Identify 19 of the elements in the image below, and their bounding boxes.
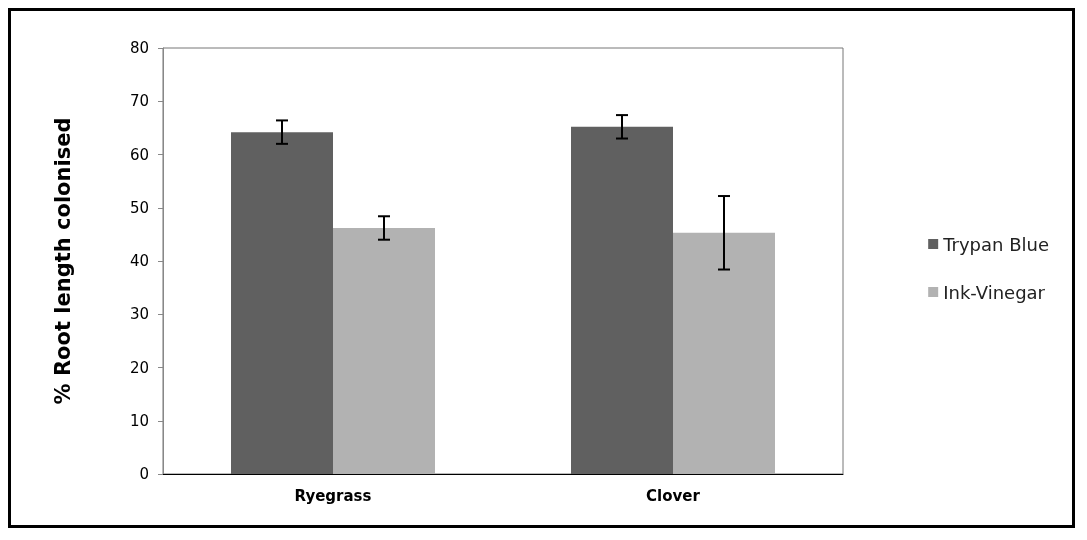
legend-label: Trypan Blue bbox=[942, 233, 1050, 255]
y-tick-label: 20 bbox=[129, 358, 149, 377]
y-tick-label: 70 bbox=[129, 92, 149, 111]
y-tick-label: 80 bbox=[129, 39, 149, 57]
x-tick-label: Clover bbox=[646, 486, 701, 505]
y-tick-label: 0 bbox=[139, 465, 149, 483]
y-tick-label: 50 bbox=[129, 198, 149, 217]
legend-label: Ink-Vinegar bbox=[943, 281, 1046, 303]
page-frame: % Root length colonised 0 10 20 30 40 50 60 70 80 Ryegrass Clover Trypan Blue Ink-Vinegar bbox=[8, 8, 1075, 528]
bar bbox=[333, 227, 435, 474]
y-tick-label: 30 bbox=[129, 305, 149, 324]
y-axis-title: % Root length colonised bbox=[50, 117, 75, 405]
y-tick-label: 10 bbox=[129, 411, 149, 430]
y-tick-label: 40 bbox=[129, 252, 149, 270]
bar bbox=[231, 132, 333, 474]
x-tick-label: Ryegrass bbox=[294, 486, 372, 505]
y-tick-label: 60 bbox=[129, 145, 149, 164]
bar bbox=[571, 126, 673, 474]
bar bbox=[673, 232, 775, 474]
